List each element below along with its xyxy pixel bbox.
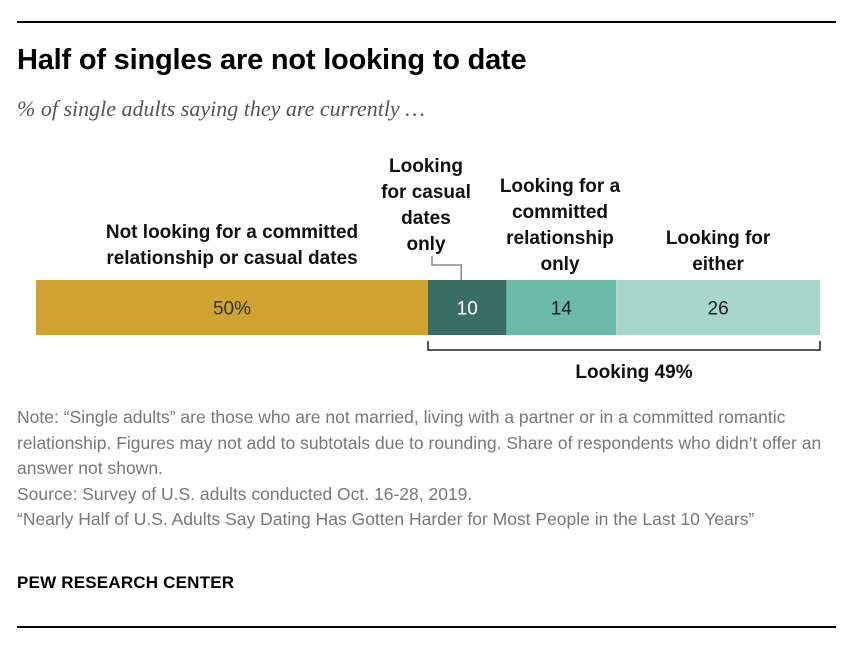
looking-bracket [427,341,821,351]
bar-segment-3 [616,280,820,335]
chart-title: Half of singles are not looking to date [17,44,527,76]
bar-value-label: 50% [213,299,251,320]
brand-logo-text: PEW RESEARCH CENTER [17,573,235,592]
category-label: Looking for either [666,228,771,275]
bracket-label: Looking 49% [575,362,692,383]
bar-value-label: 14 [551,299,573,320]
leader-line [431,256,462,280]
bottom-rule [17,626,836,628]
stacked-bar-chart: Not looking for a committed relationship … [36,156,821,383]
bar-segment-2 [506,280,617,335]
report-citation: “Nearly Half of U.S. Adults Say Dating H… [17,509,755,529]
bar-segment-0 [36,280,428,335]
category-label: Not looking for a committed relationship … [106,222,358,269]
note-text: Note: “Single adults” are those who are … [17,407,822,478]
bar-value-label: 26 [708,299,729,320]
category-label: Looking for casual dates only [381,156,471,255]
bar-value-label: 10 [457,299,478,320]
top-rule [17,21,836,23]
bar-segment-1 [428,280,507,335]
notes: Note: “Single adults” are those who are … [17,405,837,533]
source-text: Source: Survey of U.S. adults conducted … [17,483,473,504]
category-label: Looking for a committed relationship only [500,176,621,275]
chart-subtitle: % of single adults saying they are curre… [17,96,425,121]
